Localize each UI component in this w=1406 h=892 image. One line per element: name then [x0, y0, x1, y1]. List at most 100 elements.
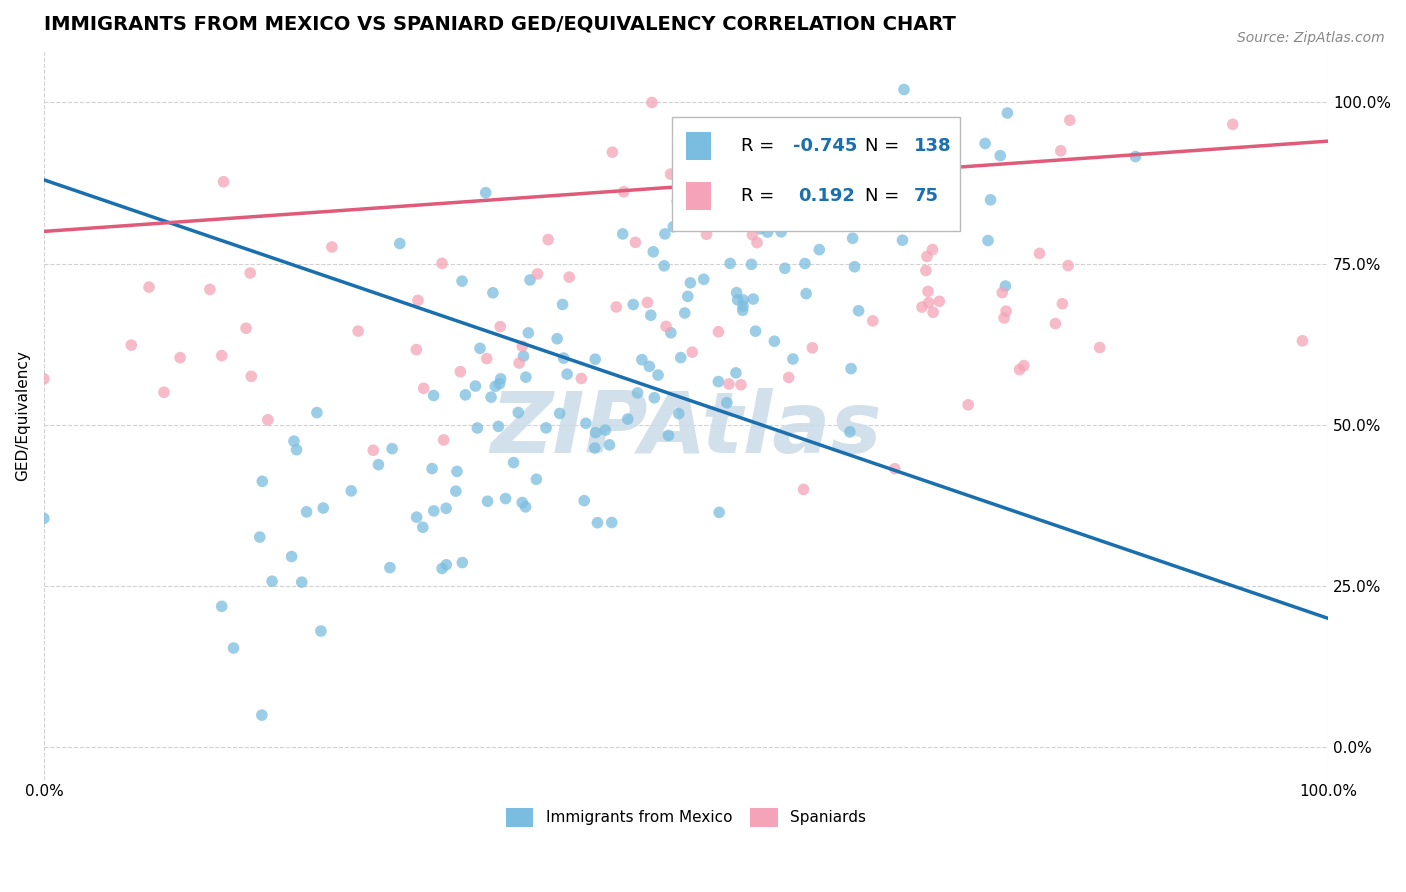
Point: [647, 368, 669, 382]
Point: [524, 472, 547, 486]
Text: R =: R =: [741, 137, 780, 155]
Point: [740, 257, 762, 271]
Point: [495, 491, 517, 506]
Point: [724, 366, 747, 380]
Point: [252, 475, 274, 489]
Point: [911, 300, 934, 314]
Point: [546, 332, 568, 346]
Point: [773, 261, 796, 276]
Point: [262, 574, 284, 589]
Point: [347, 324, 370, 338]
Point: [782, 351, 804, 366]
Text: IMMIGRANTS FROM MEXICO VS SPANIARD GED/EQUIVALENCY CORRELATION CHART: IMMIGRANTS FROM MEXICO VS SPANIARD GED/E…: [44, 15, 956, 34]
Point: [433, 433, 456, 447]
Point: [763, 334, 786, 349]
Point: [893, 82, 915, 96]
Point: [422, 388, 444, 402]
Point: [659, 167, 682, 181]
Point: [583, 352, 606, 367]
Point: [361, 443, 384, 458]
Point: [598, 438, 620, 452]
Point: [979, 193, 1001, 207]
Point: [474, 186, 496, 200]
Point: [733, 293, 755, 307]
Point: [321, 240, 343, 254]
Point: [915, 249, 938, 263]
Point: [574, 493, 596, 508]
Text: 0.192: 0.192: [799, 187, 855, 205]
Point: [211, 349, 233, 363]
Point: [240, 369, 263, 384]
Point: [775, 199, 797, 213]
Point: [515, 500, 537, 514]
Point: [285, 442, 308, 457]
Point: [673, 306, 696, 320]
Point: [745, 235, 768, 250]
Point: [420, 461, 443, 475]
Text: N =: N =: [865, 137, 905, 155]
Point: [1049, 144, 1071, 158]
Point: [778, 370, 800, 384]
Point: [510, 339, 533, 353]
Point: [1059, 113, 1081, 128]
Point: [1291, 334, 1313, 348]
Text: 138: 138: [914, 137, 952, 155]
Point: [569, 371, 592, 385]
Point: [641, 95, 664, 110]
Point: [488, 419, 510, 434]
Point: [801, 162, 824, 177]
Point: [1125, 150, 1147, 164]
Point: [612, 227, 634, 241]
Point: [534, 421, 557, 435]
Point: [235, 321, 257, 335]
Point: [430, 256, 453, 270]
Point: [672, 211, 695, 225]
Point: [551, 297, 574, 311]
Point: [744, 324, 766, 338]
Point: [295, 505, 318, 519]
Point: [212, 175, 235, 189]
Point: [468, 342, 491, 356]
Point: [340, 483, 363, 498]
Point: [640, 308, 662, 322]
Point: [475, 351, 498, 366]
Point: [257, 413, 280, 427]
Point: [730, 377, 752, 392]
Point: [602, 145, 624, 160]
Point: [451, 556, 474, 570]
Point: [756, 225, 779, 239]
Point: [508, 356, 530, 370]
Point: [668, 407, 690, 421]
Point: [793, 483, 815, 497]
Point: [32, 372, 55, 386]
Point: [655, 319, 678, 334]
Point: [280, 549, 302, 564]
Point: [621, 297, 644, 311]
Point: [922, 305, 945, 319]
Point: [676, 162, 699, 177]
Point: [841, 231, 863, 245]
Point: [993, 310, 1015, 325]
Point: [381, 442, 404, 456]
Point: [917, 285, 939, 299]
Point: [412, 520, 434, 534]
Text: 75: 75: [914, 187, 939, 205]
Point: [662, 219, 685, 234]
Point: [693, 272, 716, 286]
Point: [862, 314, 884, 328]
Point: [1045, 317, 1067, 331]
Point: [405, 343, 427, 357]
Point: [510, 495, 533, 509]
Point: [957, 398, 980, 412]
Point: [454, 388, 477, 402]
Point: [585, 425, 607, 440]
Point: [388, 236, 411, 251]
Point: [412, 381, 434, 395]
Point: [553, 351, 575, 365]
Point: [932, 124, 955, 138]
Point: [669, 351, 692, 365]
Point: [502, 456, 524, 470]
Point: [862, 218, 884, 232]
Point: [749, 221, 772, 235]
Point: [921, 243, 943, 257]
